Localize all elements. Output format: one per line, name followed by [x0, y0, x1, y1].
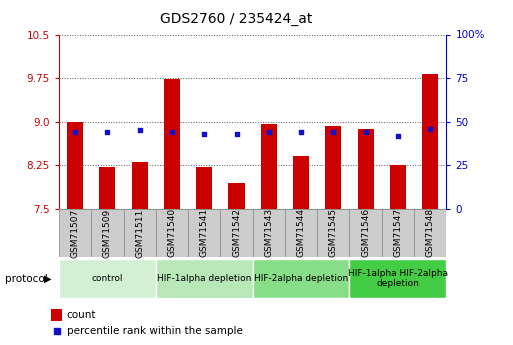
Bar [59, 259, 156, 298]
Text: protocol: protocol [5, 274, 48, 284]
Bar [252, 259, 349, 298]
Text: GSM71546: GSM71546 [361, 208, 370, 257]
Text: GSM71540: GSM71540 [167, 208, 176, 257]
Point [103, 129, 111, 135]
Bar [349, 209, 382, 257]
Point [265, 129, 273, 135]
Text: GSM71509: GSM71509 [103, 208, 112, 257]
Bar [252, 209, 285, 257]
Point [394, 133, 402, 138]
Text: count: count [67, 310, 96, 320]
Text: HIF-1alpha depletion: HIF-1alpha depletion [157, 274, 251, 283]
Bar [132, 162, 148, 209]
Bar [293, 157, 309, 209]
Point [200, 131, 208, 137]
Bar [358, 129, 373, 209]
Text: GSM71548: GSM71548 [426, 208, 435, 257]
Point [362, 129, 370, 135]
Bar [228, 183, 245, 209]
Bar [156, 209, 188, 257]
Bar [317, 209, 349, 257]
Point [168, 129, 176, 135]
Text: HIF-1alpha HIF-2alpha
depletion: HIF-1alpha HIF-2alpha depletion [348, 269, 448, 288]
Bar [51, 309, 62, 321]
Point [426, 126, 435, 131]
Bar [156, 259, 252, 298]
Bar [390, 165, 406, 209]
Text: GSM71541: GSM71541 [200, 208, 209, 257]
Point [135, 128, 144, 133]
Text: GSM71544: GSM71544 [297, 208, 306, 257]
Point [329, 129, 338, 135]
Bar [100, 167, 115, 209]
Point [297, 129, 305, 135]
Bar [382, 209, 414, 257]
Point [232, 131, 241, 137]
Point [53, 328, 61, 334]
Text: GSM71547: GSM71547 [393, 208, 402, 257]
Bar [325, 126, 342, 209]
Bar [422, 74, 438, 209]
Bar [164, 79, 180, 209]
Bar [196, 167, 212, 209]
Text: GSM71542: GSM71542 [232, 208, 241, 257]
Bar [59, 209, 91, 257]
Text: GSM71543: GSM71543 [264, 208, 273, 257]
Bar [67, 122, 83, 209]
Text: GSM71507: GSM71507 [71, 208, 80, 257]
Text: ▶: ▶ [44, 274, 51, 284]
Bar [349, 259, 446, 298]
Text: HIF-2alpha depletion: HIF-2alpha depletion [254, 274, 348, 283]
Bar [261, 124, 277, 209]
Bar [285, 209, 317, 257]
Bar [91, 209, 124, 257]
Bar [414, 209, 446, 257]
Bar [124, 209, 156, 257]
Text: GSM71545: GSM71545 [329, 208, 338, 257]
Point [71, 129, 79, 135]
Text: percentile rank within the sample: percentile rank within the sample [67, 326, 243, 336]
Text: control: control [92, 274, 123, 283]
Text: GSM71511: GSM71511 [135, 208, 144, 257]
Bar [221, 209, 252, 257]
Text: GDS2760 / 235424_at: GDS2760 / 235424_at [160, 12, 312, 26]
Bar [188, 209, 221, 257]
